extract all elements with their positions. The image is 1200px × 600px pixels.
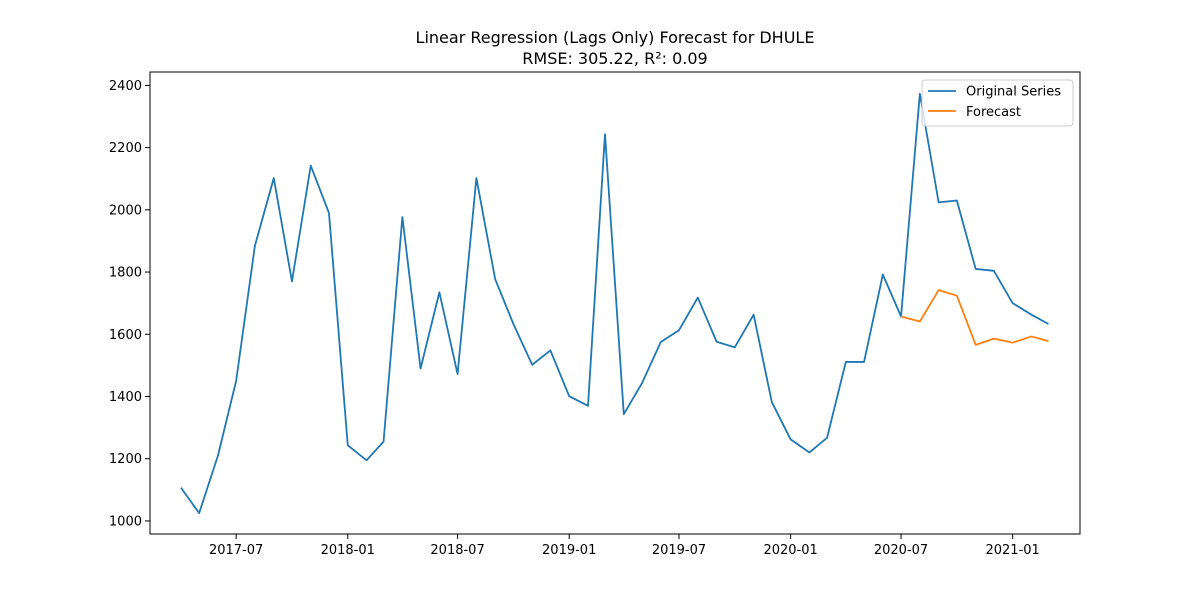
y-tick-label: 2200 xyxy=(109,141,142,156)
chart-subtitle: RMSE: 305.22, R²: 0.09 xyxy=(522,49,707,68)
series-line-forecast xyxy=(900,289,1049,346)
plot-area xyxy=(180,92,1049,515)
x-tick-label: 2018-01 xyxy=(321,543,375,558)
series-line-original-series xyxy=(180,92,1049,515)
x-tick-label: 2019-01 xyxy=(542,543,596,558)
x-tick-label: 2019-07 xyxy=(652,543,706,558)
y-tick-label: 2400 xyxy=(109,79,142,94)
axes: 2017-07 2018-01 2018-07 2019-01 2019-07 2020-… xyxy=(109,71,1081,558)
y-tick-label: 2000 xyxy=(109,203,142,218)
y-tick-label: 1000 xyxy=(109,514,142,529)
legend-label-original-series: Original Series xyxy=(966,85,1061,100)
y-tick-label: 1600 xyxy=(109,328,142,343)
x-tick-label: 2018-07 xyxy=(430,543,484,558)
y-tick-label: 1200 xyxy=(109,452,142,467)
y-tick-label: 1400 xyxy=(109,390,142,405)
x-tick-label: 2020-01 xyxy=(763,543,817,558)
legend-label-forecast: Forecast xyxy=(966,105,1021,120)
x-tick-label: 2021-01 xyxy=(985,543,1039,558)
y-tick-label: 1800 xyxy=(109,266,142,281)
legend-frame xyxy=(921,79,1074,127)
x-tick-label: 2020-07 xyxy=(874,543,928,558)
axes-frame xyxy=(149,71,1081,535)
chart-title: Linear Regression (Lags Only) Forecast f… xyxy=(416,28,815,47)
x-tick-label: 2017-07 xyxy=(209,543,263,558)
legend: Original Series Forecast xyxy=(921,79,1074,127)
